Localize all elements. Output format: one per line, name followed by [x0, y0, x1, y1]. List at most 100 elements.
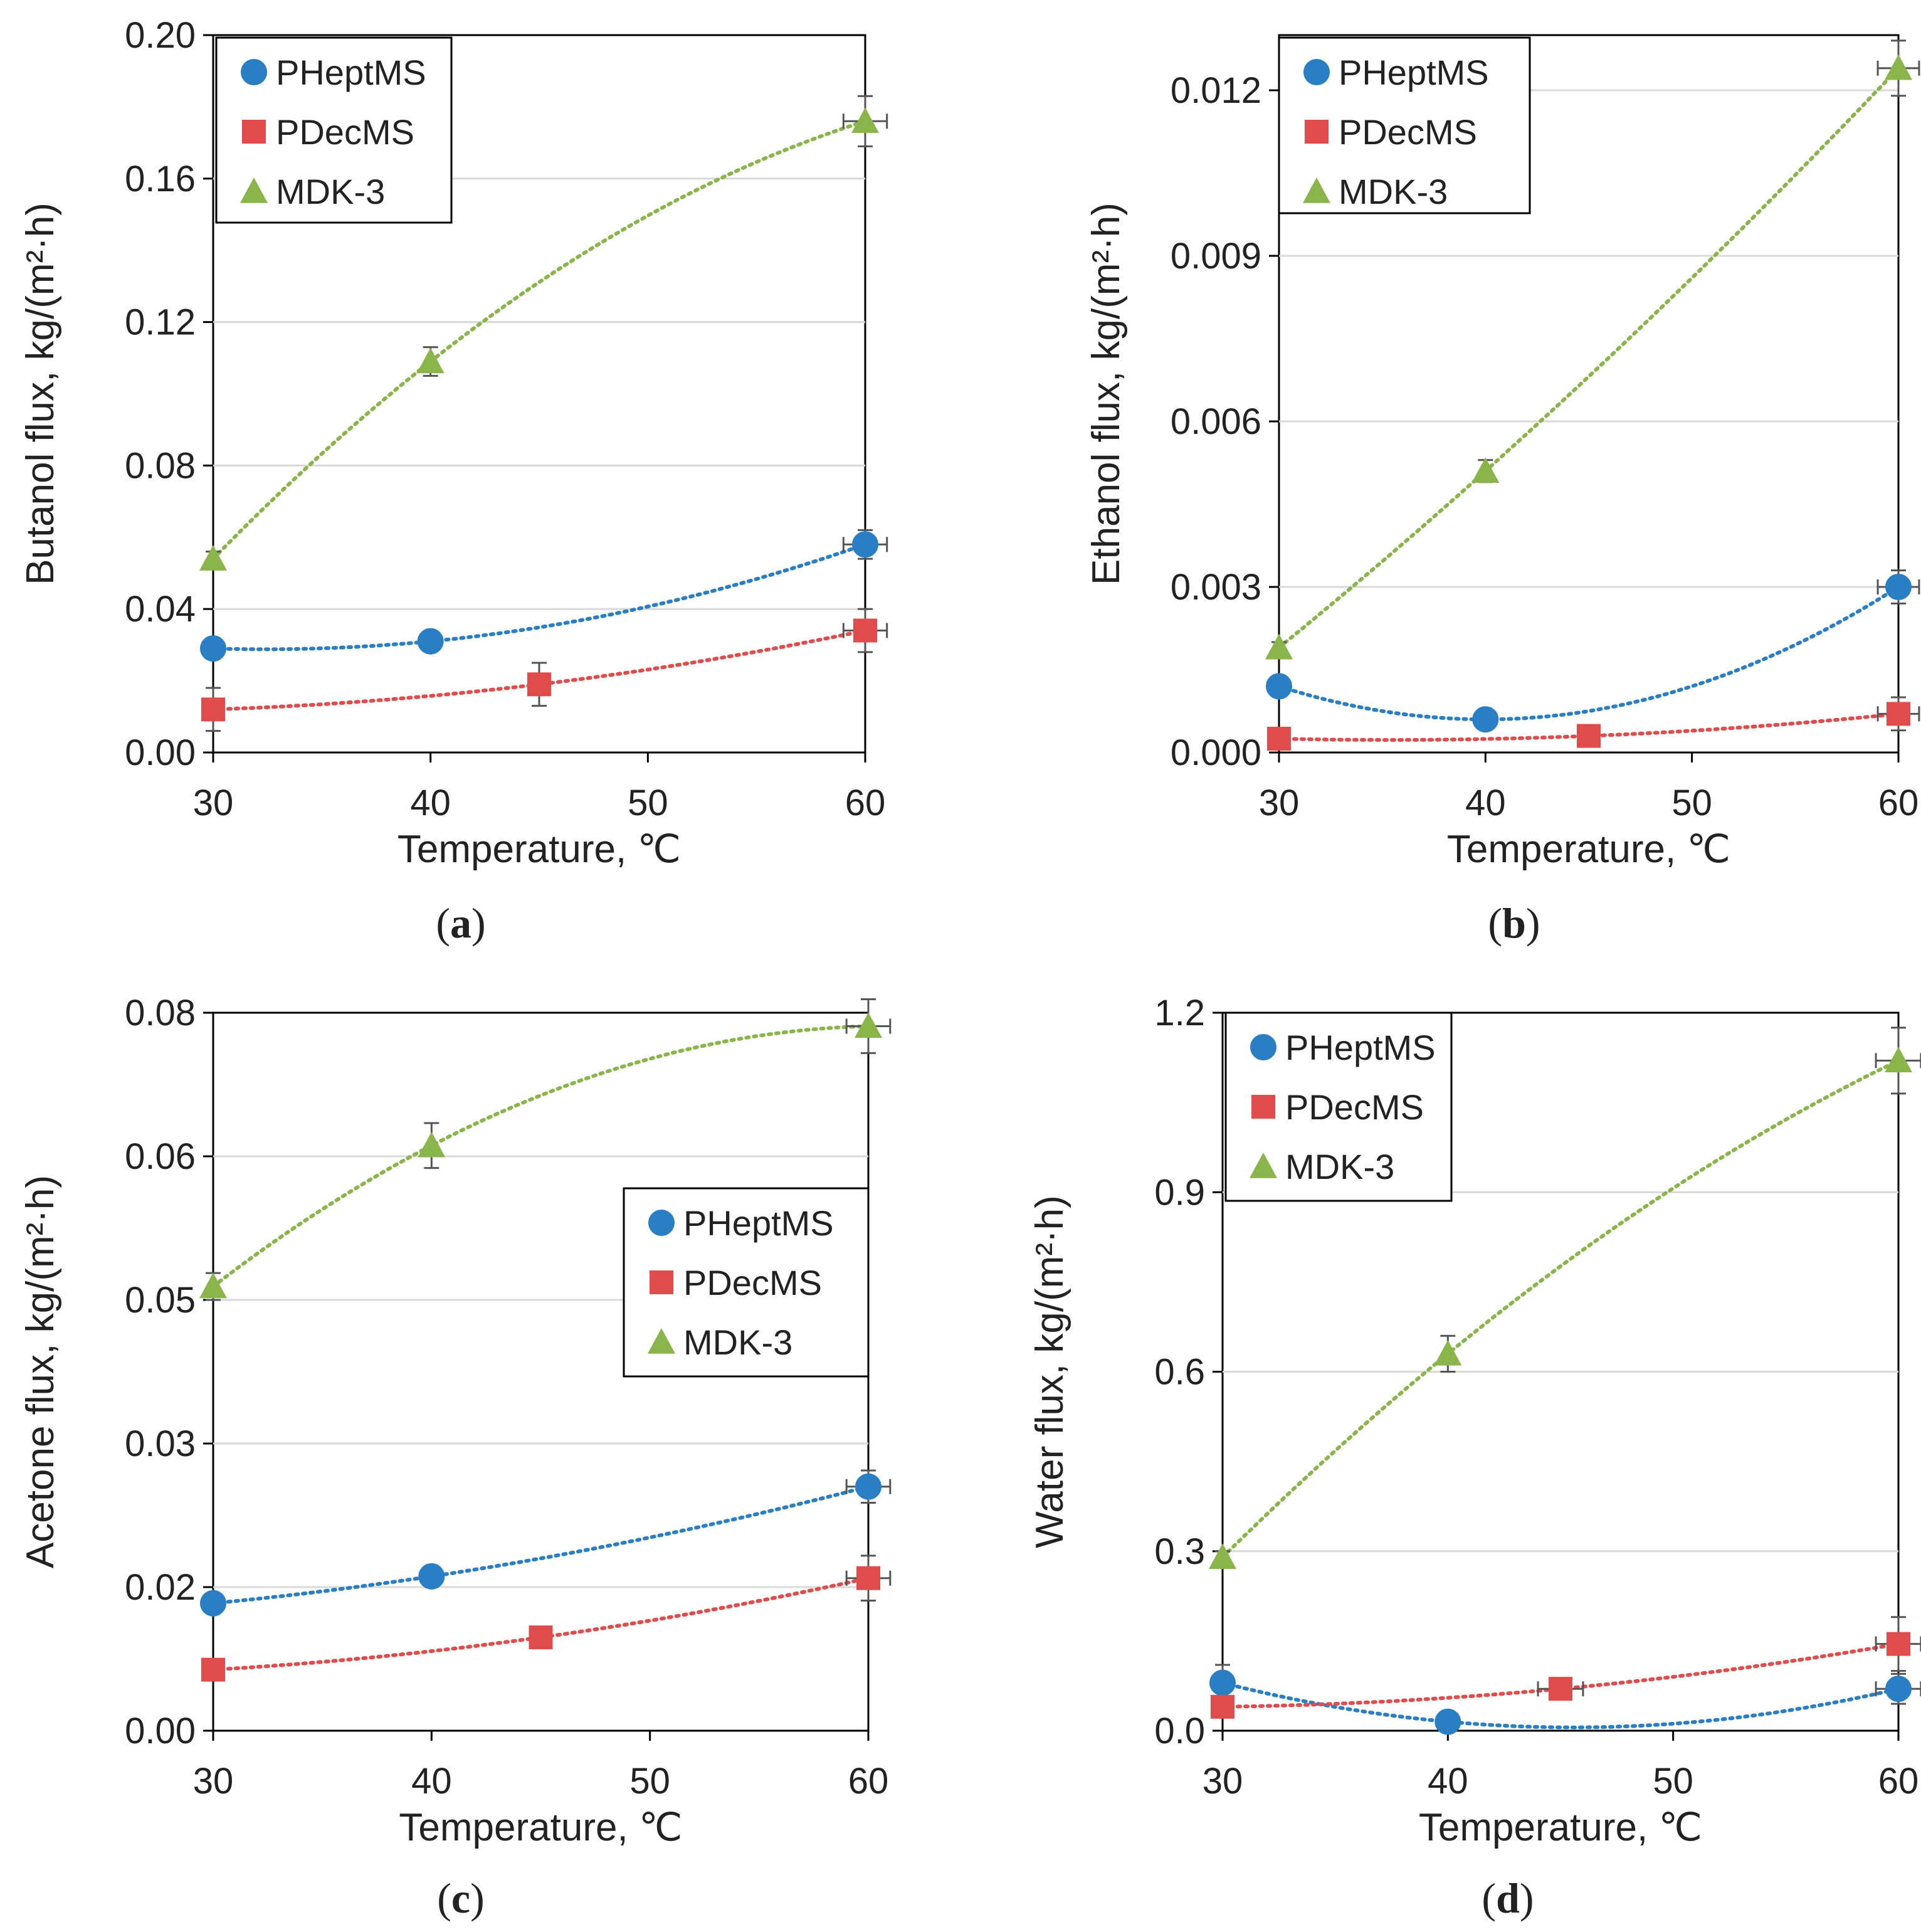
legend-label: PHeptMS [1285, 1028, 1436, 1067]
data-point [200, 635, 226, 662]
trend-line [1221, 1681, 1900, 1729]
trend-line [211, 1024, 870, 1289]
x-tick-label: 40 [1465, 783, 1506, 823]
data-point [418, 1131, 446, 1158]
x-axis-label: Temperature, ℃ [399, 1806, 682, 1849]
data-point [199, 545, 227, 571]
x-tick-label: 50 [628, 783, 668, 823]
series-mdk-3 [199, 998, 892, 1301]
trend-line [1277, 66, 1900, 650]
data-point [853, 618, 877, 643]
legend-marker [241, 59, 267, 85]
chart-panel-a: 0.00 0.04 0.08 0.12 0.16 0.20 30 40 50 60 Temperat… [19, 15, 888, 947]
legend-label: PDecMS [1285, 1087, 1424, 1127]
data-point [855, 1473, 882, 1500]
legend-marker [1303, 59, 1330, 85]
data-point [199, 1272, 227, 1299]
legend-label: PDecMS [276, 112, 414, 152]
legend-marker [1250, 1153, 1277, 1178]
data-point [1472, 706, 1499, 733]
y-tick-label: 0.3 [1154, 1531, 1205, 1572]
trend-line [1277, 585, 1900, 722]
legend-marker [1251, 1095, 1275, 1119]
y-axis-label: Water flux, kg/(m²·h) [1028, 1195, 1071, 1548]
data-point [417, 628, 444, 655]
x-axis-label: Temperature, ℃ [1419, 1806, 1702, 1849]
x-tick-label: 60 [848, 1761, 889, 1802]
data-point [1471, 457, 1500, 483]
data-point [200, 1590, 226, 1617]
x-tick-label: 50 [1653, 1761, 1693, 1802]
panel-label: (d) [1482, 1874, 1534, 1922]
y-tick-label: 0.04 [125, 589, 196, 630]
panel-label: (b) [1488, 899, 1540, 947]
y-tick-label: 0.00 [125, 1711, 196, 1751]
trend-line [1221, 1058, 1900, 1560]
series-mdk-3 [1265, 40, 1920, 660]
trend-line [211, 1484, 870, 1605]
chart-panel-d: 0.0 0.3 0.6 0.9 1.2 30 40 50 60 Temperature, ℃ Wat… [1028, 993, 1921, 1922]
chart-panel-b: 0.000 0.003 0.006 0.009 0.012 30 40 50 60 Tempera… [1085, 34, 1920, 947]
data-point [416, 347, 445, 374]
x-axis-label: Temperature, ℃ [1447, 828, 1730, 871]
data-point [418, 1563, 445, 1590]
y-tick-label: 0.16 [125, 159, 196, 199]
y-tick-label: 0.00 [125, 732, 196, 773]
data-point [1887, 1632, 1910, 1656]
series-pheptms [1266, 569, 1920, 733]
data-point [1211, 1694, 1234, 1719]
panel-label: (a) [436, 899, 485, 947]
legend-marker [242, 120, 266, 144]
legend-marker [1305, 120, 1329, 144]
data-point [1549, 1677, 1572, 1701]
data-point [201, 1657, 225, 1682]
legend-label: PDecMS [683, 1263, 822, 1302]
y-tick-label: 0.02 [125, 1567, 196, 1608]
series-pdecms [1267, 696, 1920, 751]
y-tick-label: 1.2 [1154, 993, 1205, 1033]
y-tick-label: 0.05 [125, 1280, 196, 1321]
y-tick-label: 0.003 [1171, 567, 1261, 608]
data-point [201, 697, 225, 722]
data-point [856, 1566, 880, 1590]
data-point [1887, 702, 1910, 726]
legend-label: PHeptMS [1339, 53, 1489, 92]
data-point [1885, 574, 1912, 600]
y-tick-label: 0.0 [1154, 1711, 1205, 1751]
legend: PHeptMS PDecMS MDK-3 [623, 1187, 870, 1378]
x-tick-label: 40 [1428, 1761, 1468, 1802]
data-point [1209, 1543, 1236, 1569]
x-tick-label: 50 [1671, 783, 1712, 823]
data-point [1265, 633, 1293, 660]
legend: PHeptMS PDecMS MDK-3 [1224, 1011, 1453, 1202]
legend-marker [240, 177, 268, 203]
data-point [1885, 1047, 1912, 1073]
data-point [527, 672, 551, 697]
data-point [1885, 1676, 1912, 1702]
legend-label: MDK-3 [1285, 1147, 1394, 1186]
series-mdk-3 [1209, 1027, 1921, 1569]
data-point [851, 107, 879, 133]
y-tick-label: 0.03 [125, 1423, 196, 1464]
series-pdecms [201, 1555, 892, 1682]
x-tick-label: 40 [410, 783, 451, 823]
y-tick-label: 0.012 [1171, 70, 1261, 111]
data-point [852, 531, 878, 558]
x-tick-label: 40 [411, 1761, 452, 1802]
y-tick-label: 0.20 [125, 15, 196, 56]
y-tick-label: 0.000 [1171, 732, 1261, 773]
data-point [529, 1625, 553, 1650]
x-axis-label: Temperature, ℃ [397, 828, 681, 871]
y-tick-label: 0.6 [1154, 1352, 1205, 1393]
data-point [1209, 1669, 1236, 1696]
legend-marker [1250, 1034, 1276, 1060]
y-tick-label: 0.009 [1171, 236, 1261, 277]
x-tick-label: 30 [193, 783, 234, 823]
x-tick-label: 60 [845, 783, 886, 823]
series-pheptms [200, 529, 888, 662]
legend-label: PHeptMS [276, 53, 426, 92]
data-point [1577, 724, 1601, 748]
series-pdecms [201, 608, 888, 732]
trend-line [211, 542, 867, 652]
